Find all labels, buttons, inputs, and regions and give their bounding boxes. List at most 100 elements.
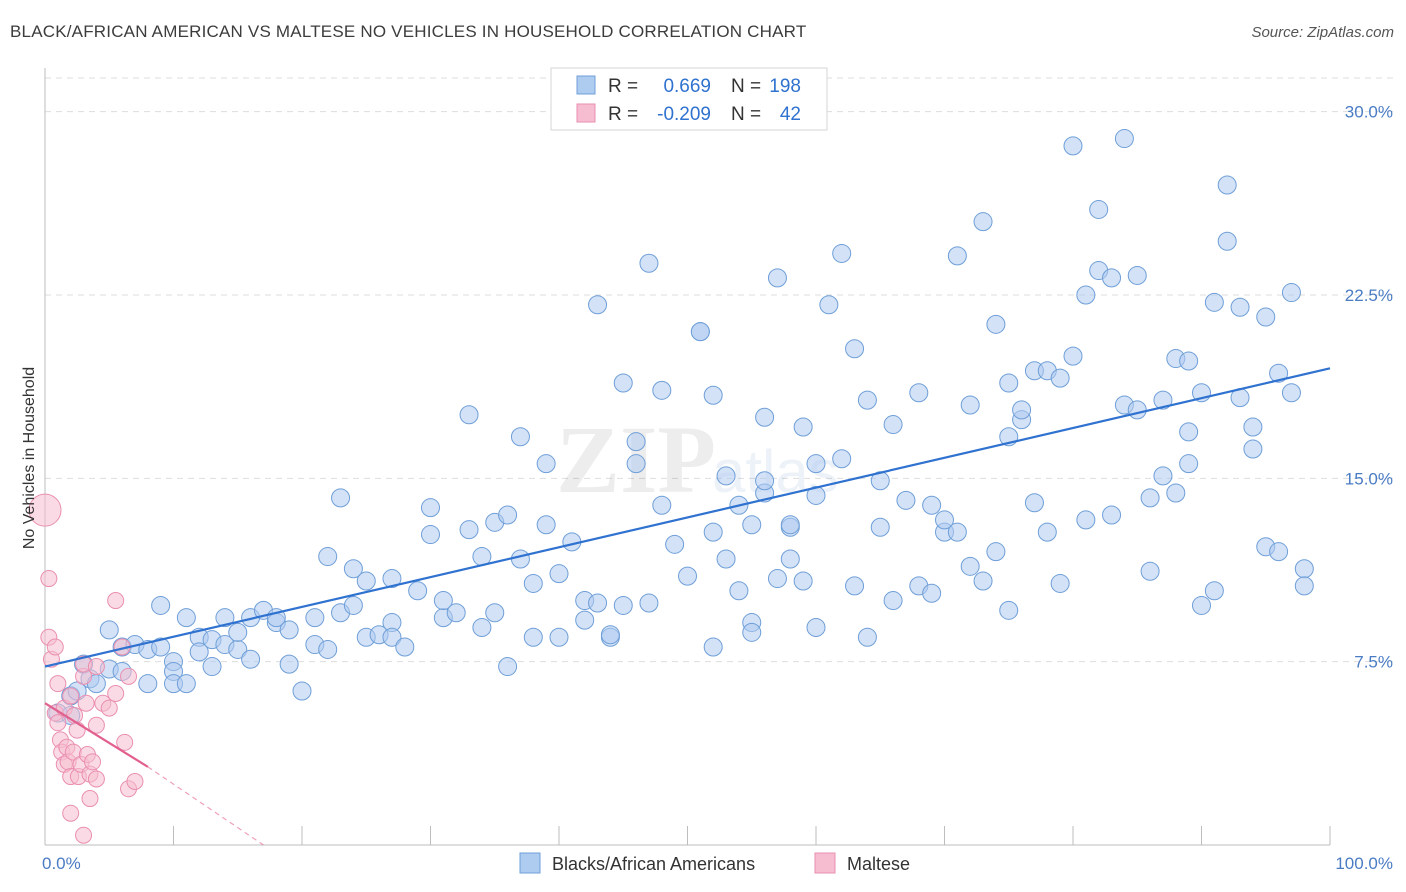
x-tick-label-max: 100.0% xyxy=(1335,854,1393,873)
blacks-point xyxy=(1179,422,1199,442)
blacks-point xyxy=(729,581,749,601)
blacks-point xyxy=(1140,488,1160,508)
blacks-point xyxy=(1102,268,1122,288)
blacks-point xyxy=(176,674,196,694)
blacks-point xyxy=(1294,559,1314,579)
blacks-point xyxy=(678,566,697,586)
blacks-point xyxy=(433,591,453,611)
blacks-point xyxy=(189,642,209,662)
blacks-point xyxy=(331,488,351,508)
x-tick-label-min: 0.0% xyxy=(42,854,81,873)
blacks-point xyxy=(613,373,633,393)
blacks-point xyxy=(549,564,569,584)
maltese-point xyxy=(120,667,138,685)
blacks-point xyxy=(1256,307,1276,327)
y-axis-title: No Vehicles in Household xyxy=(21,367,38,549)
blacks-point xyxy=(999,600,1019,620)
blacks-point xyxy=(1024,493,1044,513)
blacks-point xyxy=(292,681,312,701)
blacks-point xyxy=(472,617,492,637)
blacks-point xyxy=(935,510,954,530)
blacks-point xyxy=(305,608,325,628)
blacks-point xyxy=(1243,417,1263,437)
blacks-point xyxy=(228,622,248,642)
maltese-point xyxy=(49,714,67,732)
blacks-point xyxy=(318,547,338,567)
blacks-point xyxy=(1037,522,1057,542)
blacks-point xyxy=(947,246,967,266)
blacks-point xyxy=(742,515,762,535)
blacks-point xyxy=(806,617,826,637)
blacks-point xyxy=(1217,231,1237,251)
blacks-point xyxy=(806,485,826,505)
maltese-point xyxy=(87,658,105,676)
blacks-point xyxy=(639,253,659,273)
blacks-point xyxy=(819,295,839,315)
blacks-point xyxy=(767,268,787,288)
blacks-point xyxy=(575,610,595,630)
blacks-point xyxy=(857,390,877,410)
blacks-point xyxy=(652,495,672,515)
blacks-point xyxy=(999,373,1019,393)
blacks-point xyxy=(870,517,890,537)
bottom-legend-swatch-blue xyxy=(519,852,541,874)
blacks-point xyxy=(1217,175,1237,195)
axes xyxy=(44,68,1331,846)
blacks-point xyxy=(909,383,929,403)
blacks-point xyxy=(1230,297,1250,317)
blacks-point xyxy=(922,583,942,603)
blacks-point xyxy=(767,569,787,589)
blacks-point xyxy=(99,620,119,640)
maltese-point xyxy=(75,826,93,844)
blacks-point xyxy=(343,559,363,579)
maltese-point xyxy=(68,721,86,739)
legend-swatch-blue xyxy=(576,75,596,95)
maltese-point xyxy=(62,804,80,822)
maltese-point xyxy=(46,638,64,656)
legend-box xyxy=(550,67,828,131)
blacks-point xyxy=(1076,285,1096,305)
bottom-legend-label: Blacks/African Americans xyxy=(552,854,755,874)
blacks-point xyxy=(639,593,659,613)
blacks-point xyxy=(498,505,518,525)
blacks-point xyxy=(356,571,376,591)
blacks-point xyxy=(510,427,530,447)
maltese-point xyxy=(126,772,144,790)
blacks-point xyxy=(626,454,646,474)
blacks-point xyxy=(703,522,723,542)
blacks-point xyxy=(832,243,852,263)
blacks-point xyxy=(1102,505,1122,525)
legend-n-label: N = xyxy=(731,76,761,97)
blacks-point xyxy=(318,639,338,659)
blacks-point xyxy=(536,454,556,474)
blacks-point xyxy=(716,549,736,569)
blacks-point xyxy=(665,534,685,554)
legend-n-label: N = xyxy=(731,104,761,125)
blacks-point xyxy=(202,657,222,677)
blacks-point xyxy=(1204,292,1224,312)
y-tick-label: 15.0% xyxy=(1345,469,1393,488)
blacks-point xyxy=(588,593,608,613)
blacks-point xyxy=(845,576,865,596)
blacks-point xyxy=(793,417,813,437)
blacks-point xyxy=(1127,400,1147,420)
blacks-point xyxy=(421,525,440,545)
blacks-point xyxy=(1050,368,1070,388)
blacks-point xyxy=(549,627,569,647)
blacks-point xyxy=(1127,265,1147,285)
maltese-trend-extension xyxy=(147,766,264,846)
maltese-point xyxy=(107,592,125,610)
maltese-point xyxy=(81,790,99,808)
blacks-point xyxy=(1140,561,1160,581)
series-maltese-points xyxy=(28,493,144,844)
y-tick-label: 7.5% xyxy=(1354,653,1393,672)
maltese-point xyxy=(49,675,67,693)
y-tick-label: 30.0% xyxy=(1345,103,1393,122)
blacks-point xyxy=(1294,576,1314,596)
legend-r-label: R = xyxy=(608,76,638,97)
blacks-point xyxy=(176,608,196,628)
blacks-point xyxy=(1204,581,1224,601)
blacks-point xyxy=(755,407,775,427)
blacks-point xyxy=(395,637,415,657)
blacks-point xyxy=(806,454,826,474)
